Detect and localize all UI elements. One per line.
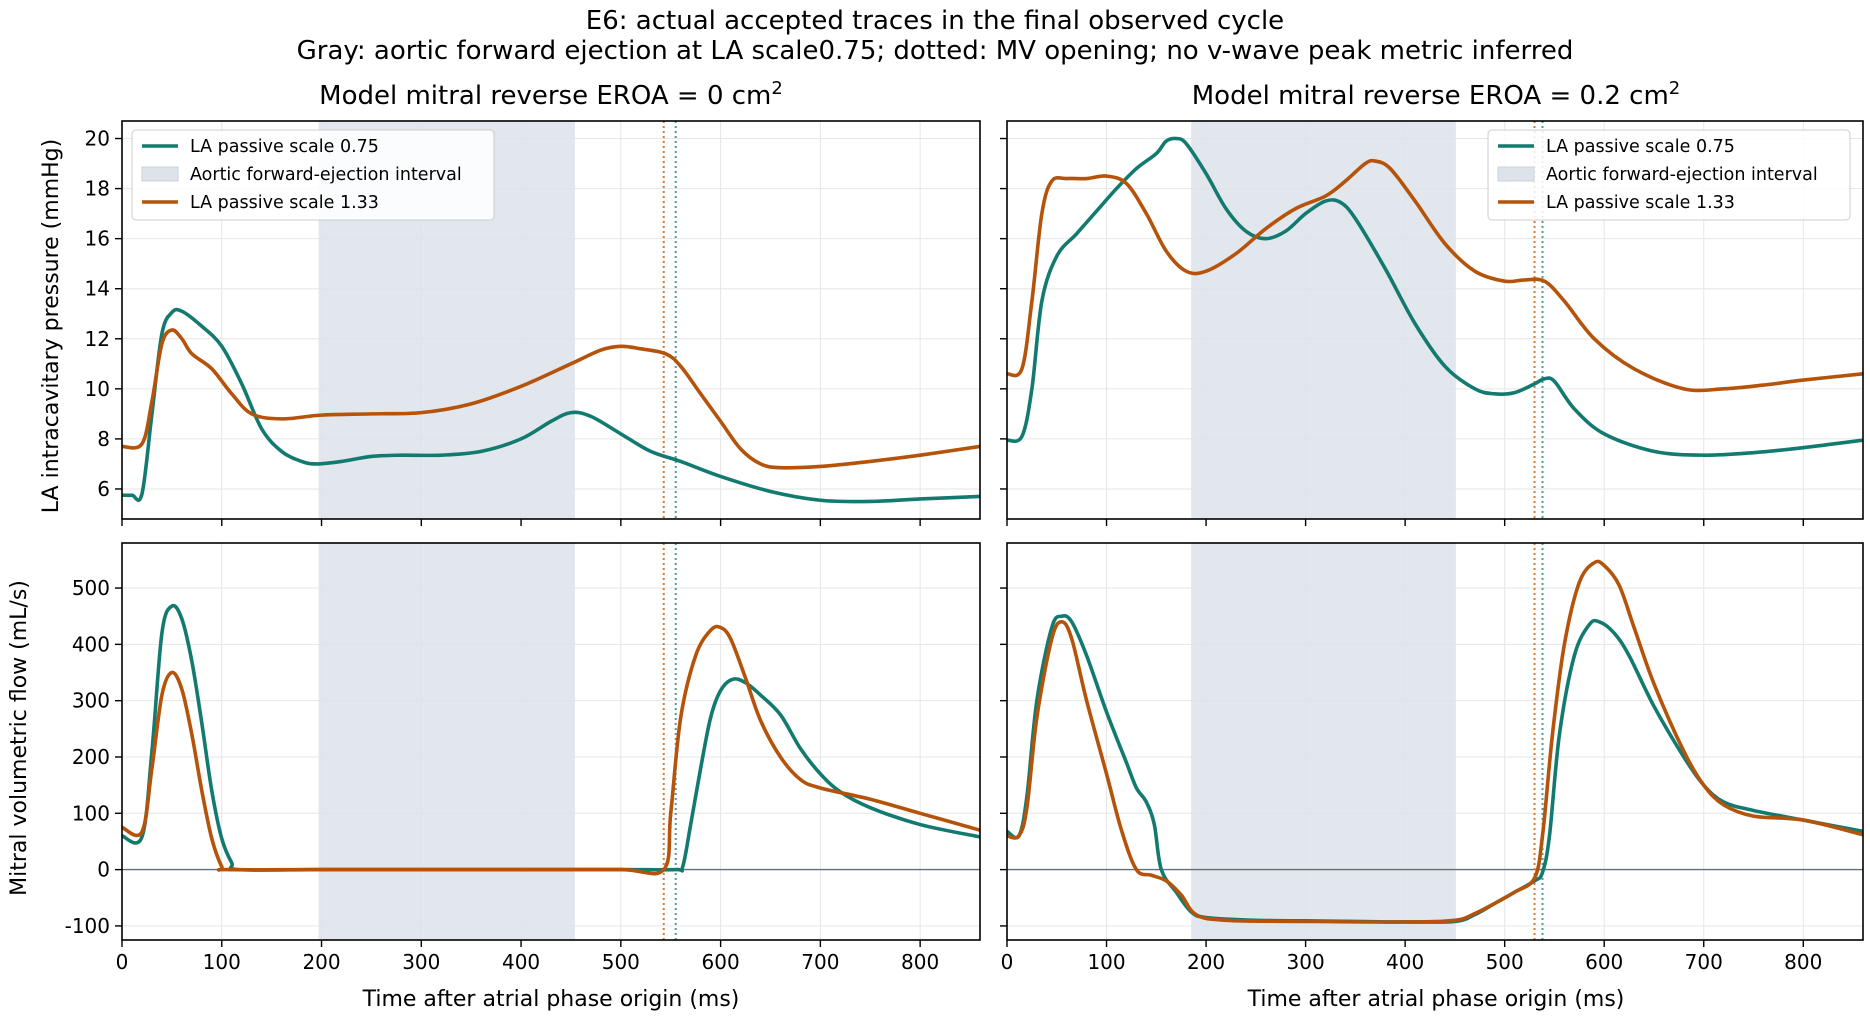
x-tick-label: 200 — [1187, 950, 1225, 974]
axes-frame — [121, 120, 981, 520]
y-tick-label: 14 — [85, 277, 110, 301]
legend-swatch-patch — [1497, 166, 1535, 182]
panel-flow-left: 0 100 200 300 400 500 600 700 800-10001002003004… — [65, 542, 981, 974]
x-tick-label: 700 — [1685, 950, 1723, 974]
y-tick-label: 12 — [85, 327, 110, 351]
x-tick-label: 400 — [1386, 950, 1424, 974]
y-tick-label: 300 — [72, 689, 110, 713]
x-tick-label: 0 — [1001, 950, 1014, 974]
y-tick-label: 20 — [85, 127, 110, 151]
aortic-ejection-interval — [1191, 543, 1456, 940]
y-axis-label-flow: Mitral volumetric flow (mL/s) — [7, 580, 32, 896]
y-axis-label-pressure: LA intracavitary pressure (mmHg) — [39, 139, 64, 513]
x-tick-label: 0 — [116, 950, 129, 974]
panel-pressure-left: 6 8 10 12 14 16 18 20 LA passive scale 0.75 Aorti… — [85, 120, 981, 526]
series-line-scale-1-33 — [122, 328, 980, 470]
legend-box — [131, 129, 495, 221]
series-line-scale-1-33 — [1007, 559, 1863, 924]
series-line-scale-0-75 — [1007, 136, 1863, 457]
axes-frame — [121, 542, 981, 941]
legend-label: Aortic forward-ejection interval — [1546, 165, 1818, 185]
x-tick-label: 800 — [1784, 950, 1822, 974]
legend-box — [1487, 129, 1851, 221]
figure-title-line2: Gray: aortic forward ejection at LA scal… — [297, 36, 1574, 66]
panel-title-left: Model mitral reverse EROA = 0 cm2 — [319, 78, 783, 111]
y-tick-label: 400 — [72, 632, 110, 656]
panel-pressure-right: LA passive scale 0.75 Aortic forward-ejec… — [1000, 120, 1864, 526]
y-tick-label: 500 — [72, 576, 110, 600]
x-tick-label: 100 — [1087, 950, 1125, 974]
axes-frame — [1006, 542, 1864, 941]
y-tick-label: 100 — [72, 801, 110, 825]
series-line-scale-0-75 — [122, 307, 980, 504]
x-tick-label: 700 — [801, 950, 839, 974]
y-tick-label: 200 — [72, 745, 110, 769]
legend-swatch-patch — [141, 166, 179, 182]
y-tick-label: 8 — [97, 427, 110, 451]
y-tick-label: 18 — [85, 177, 110, 201]
figure-title-line1: E6: actual accepted traces in the final … — [586, 6, 1284, 36]
x-tick-label: 500 — [1486, 950, 1524, 974]
x-tick-label: 500 — [602, 950, 640, 974]
legend-label: Aortic forward-ejection interval — [190, 165, 462, 185]
panel-flow-right: 0 100 200 300 400 500 600 700 800 — [1000, 542, 1864, 974]
aortic-ejection-interval — [1191, 121, 1456, 519]
x-tick-label: 300 — [402, 950, 440, 974]
y-tick-label: -100 — [65, 914, 110, 938]
aortic-ejection-interval — [318, 543, 575, 940]
panel-title-right: Model mitral reverse EROA = 0.2 cm2 — [1192, 78, 1680, 111]
x-tick-label: 600 — [1585, 950, 1623, 974]
y-tick-label: 6 — [97, 477, 110, 501]
y-tick-label: 16 — [85, 227, 110, 251]
x-tick-label: 300 — [1287, 950, 1325, 974]
x-tick-label: 600 — [702, 950, 740, 974]
x-tick-label: 200 — [302, 950, 340, 974]
legend-label: LA passive scale 1.33 — [1546, 193, 1735, 213]
x-tick-label: 100 — [203, 950, 241, 974]
y-tick-label: 0 — [97, 858, 110, 882]
x-tick-label: 800 — [901, 950, 939, 974]
axes-frame — [1006, 120, 1864, 520]
legend-label: LA passive scale 0.75 — [1546, 137, 1735, 157]
series-line-scale-1-33 — [122, 624, 980, 876]
x-axis-label-left: Time after atrial phase origin (ms) — [362, 987, 740, 1012]
x-axis-label-right: Time after atrial phase origin (ms) — [1247, 987, 1625, 1012]
legend-label: LA passive scale 0.75 — [190, 137, 379, 157]
panels: 6 8 10 12 14 16 18 20 LA passive scale 0.75 Aorti… — [65, 120, 1864, 974]
legend-label: LA passive scale 1.33 — [190, 193, 379, 213]
series-line-scale-1-33 — [1007, 158, 1863, 393]
legend-right: LA passive scale 0.75 Aortic forward-ejec… — [1487, 129, 1851, 221]
legend-left: LA passive scale 0.75 Aortic forward-ejec… — [131, 129, 495, 221]
y-tick-label: 10 — [85, 377, 110, 401]
x-tick-label: 400 — [502, 950, 540, 974]
